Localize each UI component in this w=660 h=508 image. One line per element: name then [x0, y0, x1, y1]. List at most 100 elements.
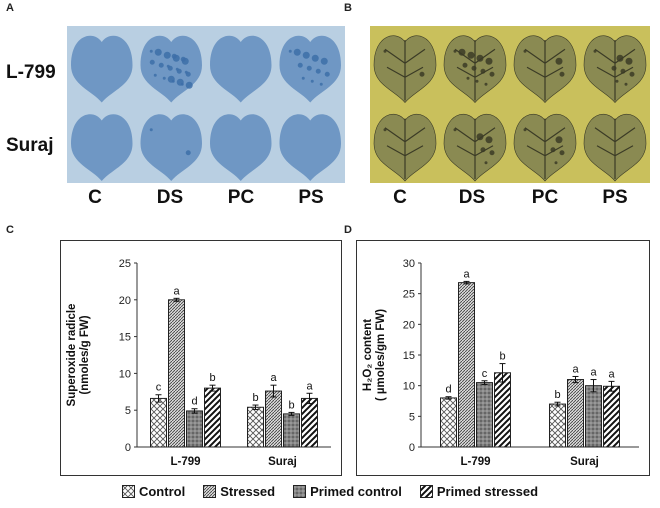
y-axis-label: (nmoles/g FW) [79, 315, 91, 394]
stain-spot [559, 71, 565, 77]
bar [585, 385, 602, 448]
y-tick-label: 25 [119, 258, 131, 270]
significance-letter: d [445, 384, 451, 396]
stain-spot [180, 56, 186, 62]
stain-spot [149, 49, 153, 53]
stain-spot [523, 49, 527, 53]
stain-spot [555, 136, 563, 144]
significance-letter: a [463, 268, 470, 280]
significance-letter: b [209, 372, 215, 384]
legend-swatch-primed-stressed [419, 485, 433, 498]
col-label-ps-b: PS [602, 187, 628, 208]
y-tick-label: 20 [403, 319, 415, 331]
significance-letter: d [191, 396, 197, 408]
stain-spot [153, 73, 157, 77]
stain-spot [149, 128, 153, 132]
leaf-vein [594, 118, 636, 179]
category-label: L-799 [460, 456, 490, 468]
stain-spot [453, 49, 457, 53]
panel-label-b: B [344, 2, 352, 14]
stain-spot [158, 62, 164, 68]
leaf [210, 35, 272, 103]
stain-spot [162, 76, 166, 80]
stain-spot [306, 65, 312, 71]
stain-spot [301, 76, 305, 80]
col-label-ds-a: DS [156, 187, 184, 208]
stain-spot [175, 67, 179, 71]
stain-spot [625, 57, 633, 65]
stain-spot [154, 48, 162, 56]
stain-spot [167, 75, 175, 83]
col-label-ds-b: DS [458, 187, 486, 208]
stain-spot [480, 147, 486, 153]
bar [549, 403, 566, 448]
stain-spot [471, 65, 477, 71]
significance-letter: a [173, 285, 180, 297]
bar [567, 379, 584, 448]
stain-spot [297, 62, 303, 68]
legend: Control Stressed Primed control Primed s… [0, 484, 660, 499]
y-tick-label: 10 [403, 381, 415, 393]
y-axis-label: Superoxide radicle [66, 304, 78, 407]
legend-item-stressed: Stressed [203, 484, 275, 499]
legend-swatch-control [121, 485, 135, 498]
significance-letter: a [306, 380, 313, 392]
stain-spot [383, 128, 387, 132]
stain-spot [288, 49, 292, 53]
stain-spot [484, 161, 488, 165]
col-label-pc-a: PC [227, 187, 255, 208]
stain-spot [324, 71, 330, 77]
stain-spot [184, 70, 188, 74]
stain-spot [559, 150, 565, 156]
stain-spot [467, 51, 475, 59]
stain-spot [310, 79, 314, 83]
stain-spot [149, 59, 155, 65]
leaf-vein [524, 40, 566, 101]
significance-letter: c [482, 368, 488, 380]
y-tick-label: 15 [119, 332, 131, 344]
panel-label-a: A [6, 2, 14, 14]
y-tick-label: 15 [403, 350, 415, 362]
significance-letter: a [572, 363, 579, 375]
stain-spot [320, 57, 328, 65]
stain-spot [475, 79, 479, 83]
panel-label-d: D [344, 224, 352, 236]
significance-letter: b [288, 399, 294, 411]
stain-spot [616, 54, 624, 62]
stain-spot [476, 54, 484, 62]
stain-spot [462, 62, 468, 68]
leaf-vein [384, 40, 426, 101]
stain-spot [485, 57, 493, 65]
y-tick-label: 30 [403, 258, 415, 270]
significance-letter: c [156, 382, 162, 394]
leaf-vein [384, 118, 426, 179]
col-label-pc-b: PC [531, 187, 559, 208]
col-label-c-b: C [393, 187, 407, 208]
y-axis-label: ( µmoles/gm FW) [375, 309, 387, 401]
bar [150, 397, 167, 448]
leaf-vein [454, 118, 496, 179]
stain-spot [523, 128, 527, 132]
legend-label-primed-control: Primed control [310, 484, 402, 499]
stain-spot [185, 81, 193, 89]
legend-item-primed-stressed: Primed stressed [419, 484, 539, 499]
bar [283, 413, 300, 448]
leaf [210, 114, 272, 181]
stain-spot [171, 53, 177, 59]
stain-spot [419, 71, 425, 77]
leaf [71, 35, 133, 103]
stain-spot [166, 64, 170, 68]
bar [603, 385, 620, 448]
stain-spot [302, 51, 310, 59]
legend-swatch-stressed [203, 485, 217, 498]
panel-label-c: C [6, 224, 14, 236]
category-label: Suraj [268, 456, 297, 468]
bar [265, 390, 282, 448]
leaf [140, 114, 202, 181]
stain-spot [611, 65, 617, 71]
legend-label-primed-stressed: Primed stressed [436, 484, 539, 499]
bar [186, 410, 203, 448]
stain-spot [620, 68, 626, 74]
stain-spot [480, 68, 486, 74]
stain-spot [311, 54, 319, 62]
